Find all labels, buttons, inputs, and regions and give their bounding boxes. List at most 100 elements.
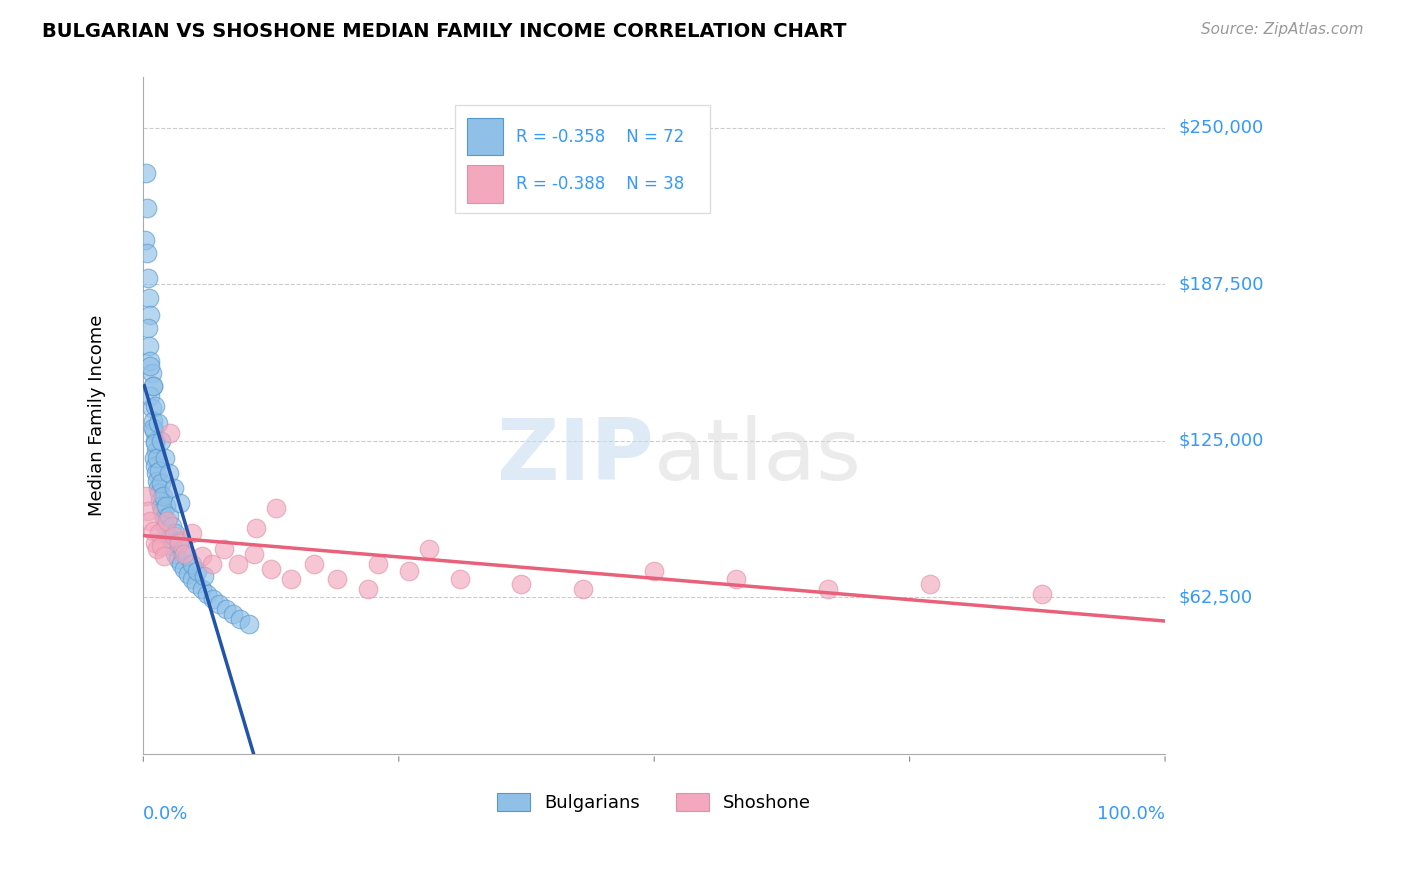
Point xyxy=(170,557,193,571)
Text: ZIP: ZIP xyxy=(496,415,654,498)
Point xyxy=(136,201,159,215)
Point xyxy=(146,481,169,495)
Point xyxy=(139,389,162,403)
Point xyxy=(173,561,195,575)
Point xyxy=(143,436,166,450)
Point xyxy=(141,414,163,428)
Point xyxy=(449,572,471,586)
Point xyxy=(208,597,231,611)
Point xyxy=(157,467,180,481)
Point xyxy=(138,291,160,305)
Point xyxy=(222,607,245,621)
Point xyxy=(245,521,267,535)
Point xyxy=(156,514,179,528)
Point xyxy=(145,474,167,488)
Point xyxy=(229,612,252,626)
Point xyxy=(260,561,283,575)
Point xyxy=(167,536,190,550)
Point xyxy=(148,464,170,478)
Point xyxy=(302,557,325,571)
Point xyxy=(159,426,181,441)
Point xyxy=(135,166,157,180)
Text: Median Family Income: Median Family Income xyxy=(89,315,107,516)
Point xyxy=(367,557,389,571)
Text: $62,500: $62,500 xyxy=(1180,589,1253,607)
Point xyxy=(145,541,167,556)
Point xyxy=(238,616,260,631)
Point xyxy=(138,504,160,518)
Point xyxy=(134,233,156,247)
Point xyxy=(138,321,160,335)
Point xyxy=(215,601,238,615)
Point xyxy=(167,551,190,566)
Point xyxy=(139,359,162,373)
Point xyxy=(163,529,186,543)
Point xyxy=(163,547,186,561)
Point xyxy=(136,245,159,260)
Point xyxy=(141,378,163,392)
Point xyxy=(159,532,181,546)
Point xyxy=(201,591,224,606)
Point xyxy=(201,557,224,571)
Point xyxy=(141,366,163,380)
Point xyxy=(143,458,166,473)
Point xyxy=(176,549,198,563)
Point xyxy=(186,576,208,591)
Point xyxy=(135,489,157,503)
Point xyxy=(181,572,204,586)
Point xyxy=(163,526,186,541)
Point xyxy=(142,424,165,438)
Point xyxy=(190,549,212,563)
Point xyxy=(157,508,180,523)
Text: $125,000: $125,000 xyxy=(1180,432,1264,450)
Point xyxy=(169,496,191,510)
Point xyxy=(326,572,349,586)
Point xyxy=(138,271,160,285)
Point xyxy=(155,499,177,513)
Point xyxy=(264,501,287,516)
Text: R = -0.388    N = 38: R = -0.388 N = 38 xyxy=(516,176,685,194)
Point xyxy=(172,541,194,556)
Point xyxy=(571,582,593,596)
Point xyxy=(357,582,380,596)
Text: $187,500: $187,500 xyxy=(1180,275,1264,293)
Point xyxy=(149,434,172,448)
Point xyxy=(190,582,212,596)
Point xyxy=(181,526,204,541)
Point xyxy=(145,467,167,481)
Point xyxy=(398,564,420,578)
Text: R = -0.358    N = 72: R = -0.358 N = 72 xyxy=(516,128,685,146)
Point xyxy=(139,309,162,323)
Point xyxy=(186,564,208,578)
Point xyxy=(173,547,195,561)
Point xyxy=(1031,586,1053,600)
Point xyxy=(141,378,163,392)
Point xyxy=(643,564,665,578)
Point xyxy=(141,401,163,416)
Point xyxy=(145,451,167,466)
Point xyxy=(228,557,250,571)
Point xyxy=(280,572,302,586)
Point xyxy=(510,576,533,591)
Text: atlas: atlas xyxy=(654,415,862,498)
Text: BULGARIAN VS SHOSHONE MEDIAN FAMILY INCOME CORRELATION CHART: BULGARIAN VS SHOSHONE MEDIAN FAMILY INCO… xyxy=(42,22,846,41)
Point xyxy=(138,338,160,352)
Point xyxy=(139,353,162,368)
Point xyxy=(153,519,176,533)
Text: Source: ZipAtlas.com: Source: ZipAtlas.com xyxy=(1201,22,1364,37)
Point xyxy=(177,566,200,581)
Text: 0.0%: 0.0% xyxy=(143,805,188,822)
Point xyxy=(153,451,176,466)
Point xyxy=(212,541,235,556)
Point xyxy=(149,539,172,553)
Legend: Bulgarians, Shoshone: Bulgarians, Shoshone xyxy=(491,786,818,820)
Point xyxy=(242,547,264,561)
Point xyxy=(152,489,174,503)
Bar xyxy=(467,165,503,202)
Point xyxy=(149,494,172,508)
Bar xyxy=(456,104,710,213)
Point xyxy=(167,533,190,548)
Point xyxy=(146,416,169,430)
Point xyxy=(724,572,747,586)
Point xyxy=(418,541,440,556)
